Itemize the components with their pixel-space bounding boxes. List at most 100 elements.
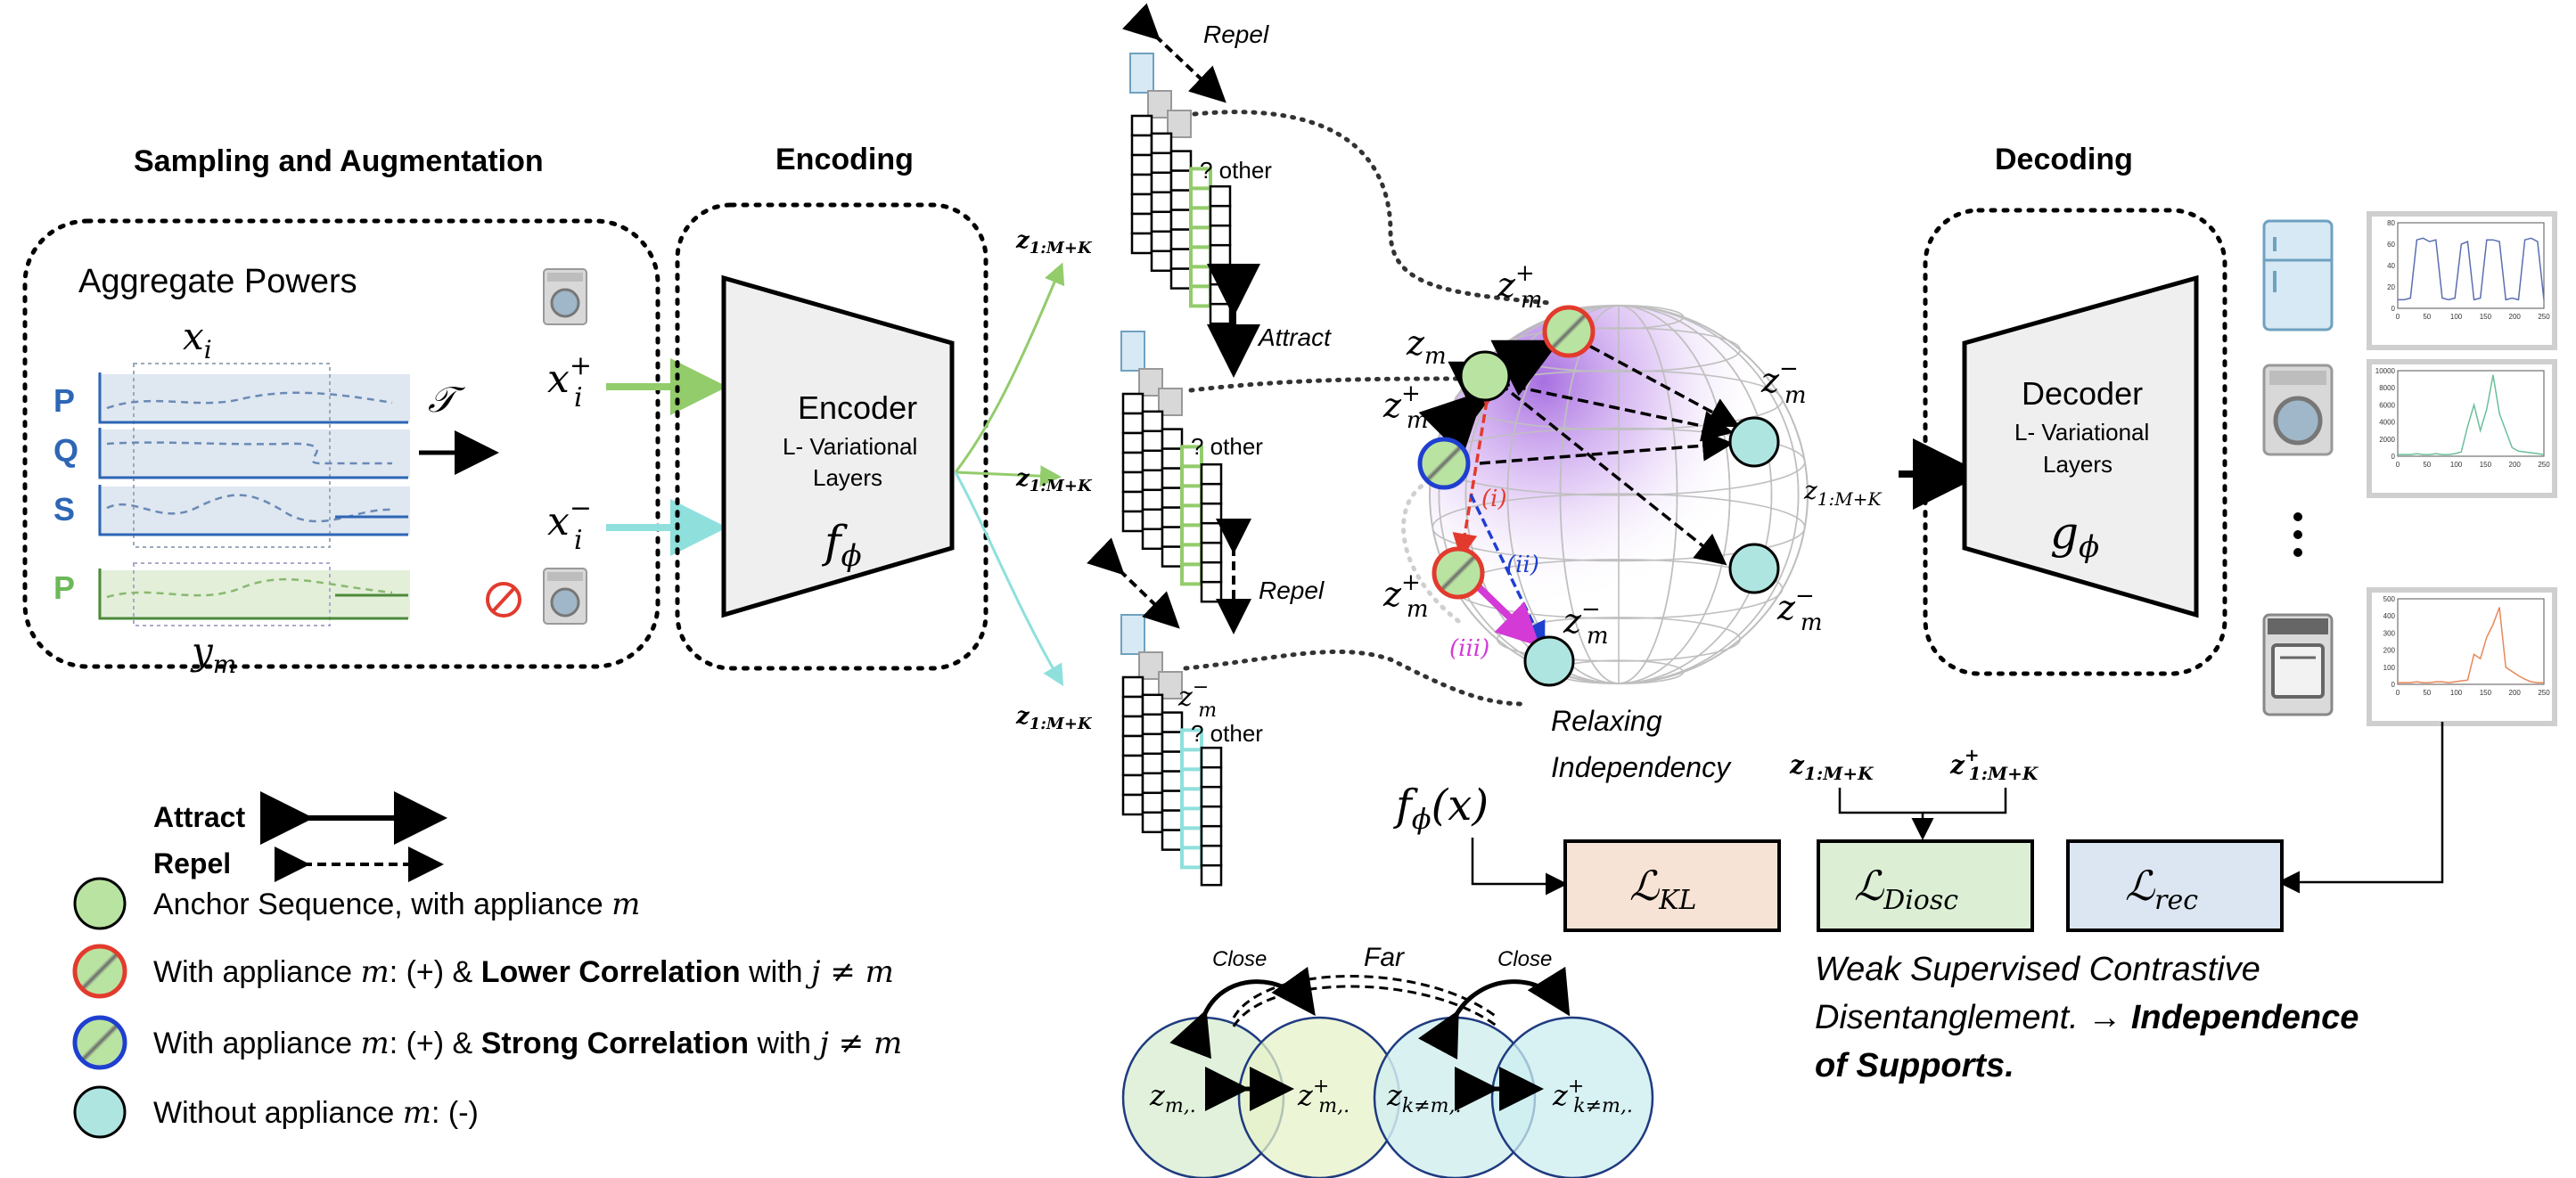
legend-without-text: Without appliance m: (-) <box>153 1095 479 1131</box>
attract-label: Attract <box>1257 323 1332 351</box>
latent-cell <box>1150 230 1173 253</box>
plot-series <box>2398 374 2545 455</box>
latent-grid <box>1120 614 1223 887</box>
legend-lower-text: With appliance m: (+) & Lower Correlatio… <box>153 954 894 990</box>
y-m-label: ym <box>190 629 236 679</box>
plot-ytick: 2000 <box>2379 436 2395 444</box>
channel-p: P <box>53 382 75 419</box>
oven-icon <box>2262 613 2334 716</box>
latent-cell <box>1161 545 1184 568</box>
repel-label-top: Repel <box>1203 20 1269 48</box>
label-ii: (ii) <box>1506 552 1539 578</box>
repel-arrow-top <box>1122 3 1226 103</box>
latent-cell <box>1130 153 1153 176</box>
latent-cell <box>1141 791 1164 814</box>
latent-cell <box>1161 711 1184 733</box>
attract-sphere-arrow-1 <box>1448 339 1561 418</box>
plot-xtick: 0 <box>2396 313 2400 321</box>
repel-arrow-mid-diag <box>1087 537 1180 629</box>
latent-cell <box>1169 267 1193 290</box>
label-iii: (iii) <box>1449 635 1489 662</box>
loss-diosc-label: ℒDiosc <box>1854 862 1958 916</box>
latent-grid <box>1129 53 1232 325</box>
latent-cell <box>1161 526 1184 548</box>
plot-ytick: 6000 <box>2379 401 2395 409</box>
anchor-node <box>1459 350 1511 402</box>
venn-z-k-plus: z+ k≠m,. <box>1552 1076 1633 1117</box>
latent-cell <box>1180 826 1203 850</box>
caption-line2: Disentanglement. → Independence <box>1815 999 2359 1036</box>
plot-ytick: 400 <box>2383 612 2396 620</box>
z-b-label: z+ 1:M+K <box>1949 744 2039 784</box>
latent-cell <box>1141 811 1164 834</box>
x-positive-label: x+ i <box>547 350 592 413</box>
loss-kl-label: ℒKL <box>1629 862 1696 916</box>
plot-xtick: 50 <box>2423 689 2431 697</box>
latent-cell <box>1121 392 1144 415</box>
z-out-label: z1:M+K <box>1803 476 1882 510</box>
latent-cell <box>1169 169 1193 192</box>
latent-cell <box>1180 748 1203 772</box>
fridge-icon <box>1129 53 1154 94</box>
latent-cell <box>1169 150 1193 172</box>
latent-cell <box>1121 734 1144 757</box>
latent-cell <box>1209 224 1232 247</box>
latent-cell <box>1189 245 1212 269</box>
latent-cell <box>1161 750 1184 773</box>
plot-frame <box>2367 587 2557 726</box>
latent-cell <box>1161 467 1184 489</box>
latent-cell <box>1180 787 1203 811</box>
channel-q: Q <box>53 432 78 469</box>
latent-cell <box>1121 773 1144 797</box>
latent-cell <box>1141 713 1164 736</box>
plot-xtick: 100 <box>2450 689 2463 697</box>
plot-xtick: 250 <box>2538 313 2550 321</box>
relaxing-label-2: Independency <box>1551 751 1732 783</box>
latent-cell <box>1180 562 1203 586</box>
section-title-sampling: Sampling and Augmentation <box>134 144 544 178</box>
latent-cell <box>1200 541 1223 564</box>
latent-cell <box>1121 754 1144 777</box>
plot-axes <box>2397 222 2545 309</box>
latent-cell <box>1121 675 1144 699</box>
washing-machine-icon <box>543 568 587 625</box>
latent-cell <box>1189 265 1212 289</box>
latent-cell <box>1209 184 1232 208</box>
zm-label: zm <box>1406 323 1447 370</box>
legend-anchor-node <box>73 877 127 930</box>
latent-cell <box>1161 829 1184 851</box>
plot-ytick: 10000 <box>2375 367 2396 375</box>
loss-rec-label: ℒrec <box>2125 862 2198 916</box>
latent-cell <box>1141 508 1164 531</box>
plot-ytick: 0 <box>2391 305 2396 313</box>
decoder-function: gϕ <box>2050 507 2099 565</box>
zm-plus-label-left: z+ m <box>1382 380 1428 434</box>
latent-cell <box>1130 134 1153 157</box>
encoding-box <box>675 202 989 671</box>
latent-cell <box>1161 809 1184 831</box>
plot-series <box>2398 607 2544 683</box>
latent-cell <box>1130 212 1153 235</box>
latent-cell <box>1200 462 1223 486</box>
caption-line3: of Supports. <box>1815 1047 2014 1084</box>
latent-cell <box>1189 206 1212 230</box>
plot-xtick: 0 <box>2396 461 2400 469</box>
venn-z-k: zk≠m,. <box>1386 1078 1461 1117</box>
section-title-decoding: Decoding <box>1995 143 2133 176</box>
fridge-icon <box>2262 219 2334 331</box>
negative-node-1 <box>1728 416 1780 468</box>
latent-cell <box>1169 228 1193 250</box>
latent-cell <box>1130 114 1153 137</box>
latent-cell <box>1121 715 1144 738</box>
negative-node-2 <box>1728 543 1780 594</box>
latent-cell <box>1150 171 1173 194</box>
plot-ytick: 40 <box>2387 262 2395 270</box>
latent-cell <box>1180 484 1203 508</box>
latent-cell <box>1141 693 1164 716</box>
latent-cell <box>1141 449 1164 472</box>
latent-cell <box>1200 560 1223 584</box>
relaxing-label-1: Relaxing <box>1551 705 1662 737</box>
repel-label-mid: Repel <box>1259 577 1325 604</box>
other-label: ? other <box>1191 433 1263 460</box>
